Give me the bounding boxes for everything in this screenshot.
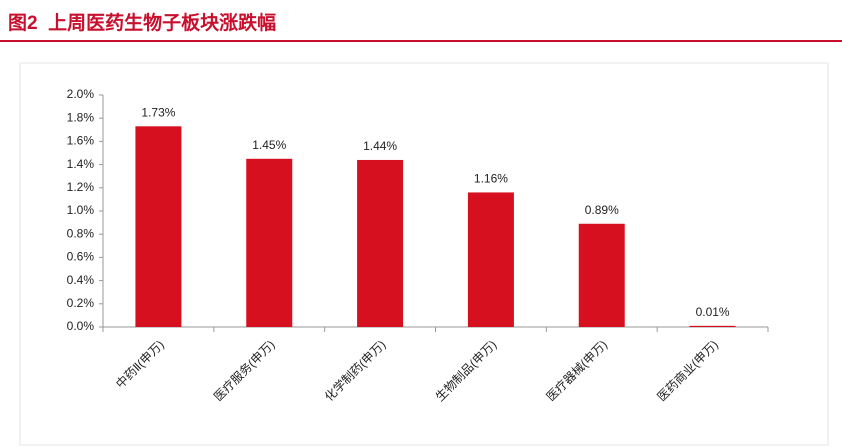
data-label: 1.45% — [252, 138, 286, 152]
chart-frame — [19, 62, 829, 446]
y-tick-label: 0.2% — [67, 296, 95, 310]
y-tick-label: 1.4% — [67, 157, 95, 171]
y-tick-label: 1.2% — [67, 180, 95, 194]
bar — [689, 325, 736, 327]
x-tick-label: 医疗服务(申万) — [210, 337, 277, 404]
bar — [357, 159, 404, 327]
y-tick-label: 0.4% — [67, 273, 95, 287]
bar — [578, 223, 625, 327]
data-label: 1.44% — [363, 139, 397, 153]
x-tick-label: 医药商业(申万) — [654, 337, 721, 404]
x-tick-label: 生物制品(申万) — [433, 337, 499, 403]
y-tick-label: 0.6% — [67, 250, 95, 264]
x-tick-label: 化学制药(申万) — [321, 337, 388, 404]
bar — [467, 192, 514, 327]
y-tick-label: 2.0% — [67, 87, 95, 101]
y-tick-label: 1.6% — [67, 134, 95, 148]
data-label: 1.73% — [141, 105, 175, 119]
x-tick-label: 医疗器械(申万) — [543, 337, 610, 404]
x-tick-label: 中药Ⅱ(申万) — [112, 337, 166, 391]
chart-title: 图2 上周医药生物子板块涨跌幅 — [8, 11, 276, 34]
y-tick-label: 0.8% — [67, 226, 95, 240]
y-tick-label: 0.0% — [67, 319, 95, 333]
y-tick-label: 1.8% — [67, 110, 95, 124]
y-tick-label: 1.0% — [67, 203, 95, 217]
data-label: 1.16% — [474, 172, 508, 186]
data-label: 0.89% — [585, 203, 619, 217]
data-label: 0.01% — [696, 305, 730, 319]
bar — [246, 158, 293, 327]
bar — [135, 126, 182, 327]
